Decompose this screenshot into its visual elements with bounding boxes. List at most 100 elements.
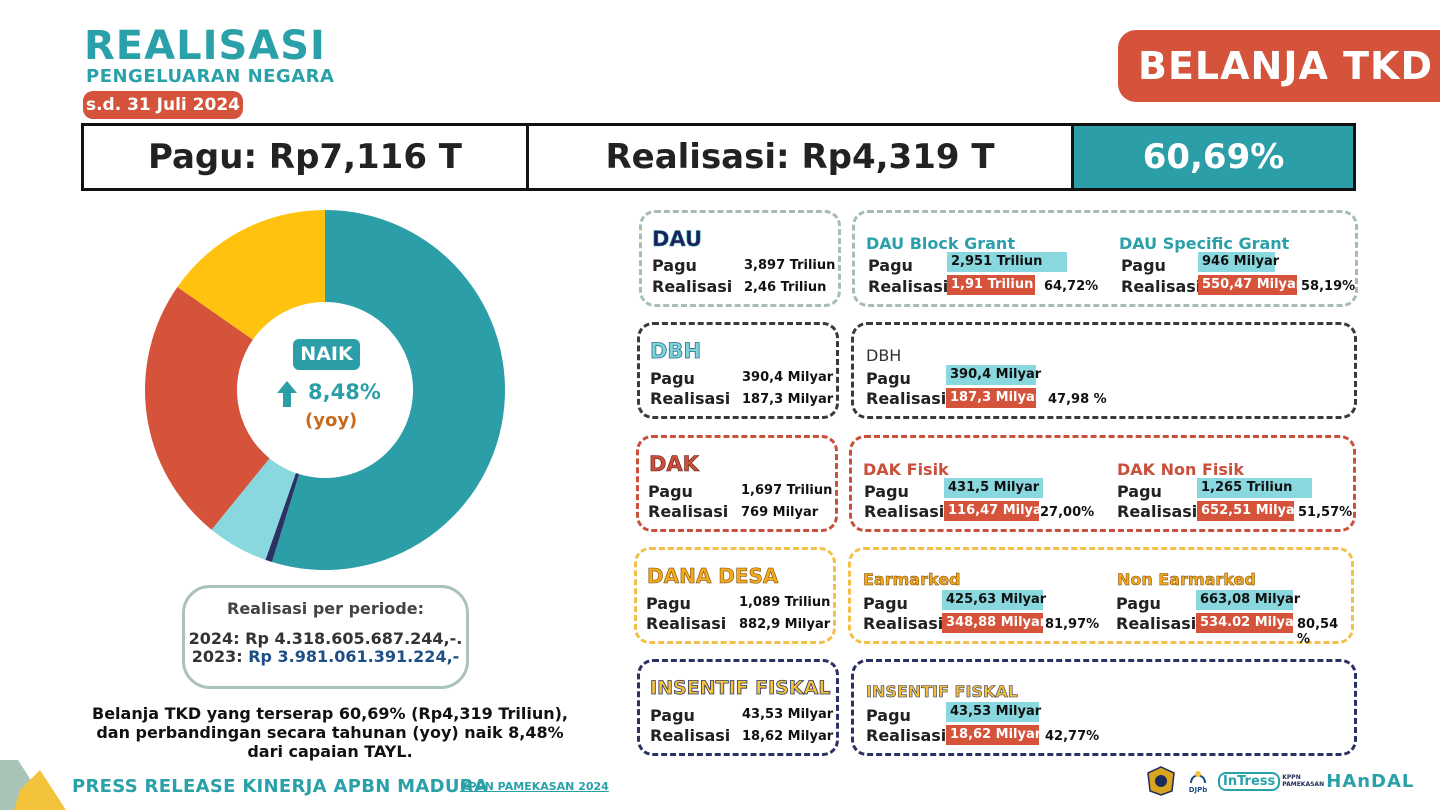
dak-sub1-title: DAK Fisik — [863, 460, 949, 479]
periode-2024: 2024: Rp 4.318.605.687.244,-. — [185, 630, 466, 648]
periode-2023-value: Rp 3.981.061.391.224,- — [248, 647, 460, 666]
section-badge: BELANJA TKD — [1118, 30, 1440, 102]
donut-center-value: 8,48% — [308, 380, 381, 404]
summary-pagu: Pagu: Rp7,116 T — [84, 126, 529, 188]
dbh-sub1-pagu-bar: 390,4 Milyar — [946, 365, 1041, 385]
kppn-logo-text: KPPN PAMEKASAN — [1282, 774, 1325, 788]
donut-center-label: NAIK — [293, 339, 360, 370]
dau-detail-box: DAU Block Grant Pagu 2,951 Triliun Reali… — [852, 210, 1358, 307]
dbh-detail-box: DBH Pagu 390,4 Milyar Realisasi 187,3 Mi… — [851, 322, 1357, 419]
dau-realisasi-value: 2,46 Triliun — [744, 280, 827, 295]
dak-sub1-pagu-label: Pagu — [864, 482, 909, 501]
footer-decoration — [0, 760, 66, 810]
dau-box: DAU Pagu 3,897 Triliun Realisasi 2,46 Tr… — [639, 210, 841, 307]
summary-percent: 60,69% — [1074, 126, 1353, 188]
dana-desa-sub1-pagu-label: Pagu — [863, 594, 908, 613]
insentif-sub1-realisasi-bar: 18,62 Milyar — [946, 725, 1041, 745]
dana-desa-realisasi-label: Realisasi — [646, 614, 727, 633]
summary-realisasi: Realisasi: Rp4,319 T — [529, 126, 1074, 188]
dana-desa-box: DANA DESA Pagu 1,089 Triliun Realisasi 8… — [634, 547, 836, 644]
dak-sub2-percent: 51,57% — [1298, 505, 1353, 520]
donut-slice-dau — [271, 210, 505, 570]
dak-realisasi-label: Realisasi — [648, 502, 729, 521]
dak-pagu-value: 1,697 Triliun — [741, 483, 833, 498]
dau-sub2-percent: 58,19% — [1301, 279, 1356, 294]
dau-sub1-pagu-bar: 2,951 Triliun — [947, 252, 1067, 272]
dbh-sub1-percent: 47,98 % — [1048, 392, 1107, 407]
dbh-pagu-label: Pagu — [650, 369, 695, 388]
donut-slice-dana-desa — [177, 210, 325, 340]
dbh-sub1-pagu-label: Pagu — [866, 369, 911, 388]
dbh-pagu-value: 390,4 Milyar — [742, 370, 834, 385]
date-badge: s.d. 31 Juli 2024 — [83, 91, 243, 119]
dau-realisasi-label: Realisasi — [652, 277, 733, 296]
dana-desa-sub1-pagu-bar: 425,63 Milyar — [942, 590, 1046, 610]
periode-2023-label: 2023: — [191, 647, 249, 666]
arrow-up-icon — [277, 381, 297, 407]
donut-chart — [145, 210, 505, 570]
dak-sub1-realisasi-label: Realisasi — [864, 502, 945, 521]
dbh-sub1-title: DBH — [866, 346, 902, 365]
dak-realisasi-value: 769 Milyar — [741, 505, 819, 520]
insentif-sub1-percent: 42,77% — [1045, 729, 1100, 744]
footer-kppn: KPPN PAMEKASAN 2024 — [460, 780, 609, 793]
djpb-logo-icon — [1190, 771, 1206, 784]
dbh-realisasi-value: 187,3 Milyar — [742, 392, 834, 407]
intress-logo-text: InTress — [1218, 771, 1281, 791]
dana-desa-sub2-percent: 80,54 % — [1297, 617, 1339, 647]
footer-title: PRESS RELEASE KINERJA APBN MADURA — [72, 776, 489, 797]
dau-sub2-realisasi-label: Realisasi — [1121, 277, 1202, 296]
dak-name: DAK — [649, 452, 700, 477]
insentif-sub1-realisasi-label: Realisasi — [866, 726, 947, 745]
dak-sub2-title: DAK Non Fisik — [1117, 460, 1245, 479]
periode-2024-value: 4.318.605.687.244,-. — [274, 629, 463, 648]
dana-desa-sub2-realisasi-bar: 534.02 Milyar — [1196, 613, 1300, 633]
insentif-pagu-value: 43,53 Milyar — [742, 707, 834, 722]
dbh-name: DBH — [650, 339, 702, 364]
insentif-realisasi-label: Realisasi — [650, 726, 731, 745]
insentif-sub1-title: INSENTIF FISKAL — [866, 682, 1019, 702]
dana-desa-name: DANA DESA — [647, 564, 779, 589]
dana-desa-pagu-label: Pagu — [646, 594, 691, 613]
dau-sub1-title: DAU Block Grant — [866, 234, 1015, 253]
dana-desa-pagu-value: 1,089 Triliun — [739, 595, 831, 610]
dau-sub1-realisasi-label: Realisasi — [868, 277, 949, 296]
dana-desa-sub1-title: Earmarked — [863, 570, 961, 590]
insentif-name: INSENTIF FISKAL — [650, 677, 831, 700]
periode-title: Realisasi per periode: — [227, 599, 424, 618]
dau-sub2-realisasi-bar: 550,47 Milyar — [1198, 275, 1302, 295]
dak-sub1-pagu-bar: 431,5 Milyar — [944, 478, 1043, 498]
insentif-realisasi-value: 18,62 Milyar — [742, 729, 834, 744]
dbh-box: DBH Pagu 390,4 Milyar Realisasi 187,3 Mi… — [637, 322, 839, 419]
summary-note: Belanja TKD yang terserap 60,69% (Rp4,31… — [92, 704, 568, 761]
dau-sub1-pagu-label: Pagu — [868, 256, 913, 275]
dau-name: DAU — [652, 227, 703, 252]
dau-pagu-value: 3,897 Triliun — [744, 258, 836, 273]
dana-desa-detail-box: Earmarked Pagu 425,63 Milyar Realisasi 3… — [848, 547, 1354, 647]
dak-box: DAK Pagu 1,697 Triliun Realisasi 769 Mil… — [636, 435, 838, 532]
dau-sub1-percent: 64,72% — [1044, 279, 1099, 294]
dak-sub2-realisasi-bar: 652,51 Milyar — [1197, 501, 1301, 521]
kemenkeu-logo-icon — [1147, 766, 1175, 796]
dak-pagu-label: Pagu — [648, 482, 693, 501]
dana-desa-sub2-realisasi-label: Realisasi — [1116, 614, 1197, 633]
page-subtitle: PENGELUARAN NEGARA — [86, 66, 335, 87]
dau-sub1-realisasi-bar: 1,91 Triliun — [947, 275, 1035, 295]
insentif-pagu-label: Pagu — [650, 706, 695, 725]
dau-pagu-label: Pagu — [652, 256, 697, 275]
dana-desa-sub2-title: Non Earmarked — [1117, 570, 1256, 590]
periode-2024-label: 2024: Rp — [188, 629, 275, 648]
dau-sub2-title: DAU Specific Grant — [1119, 234, 1290, 253]
dak-sub2-pagu-label: Pagu — [1117, 482, 1162, 501]
donut-slice-dak — [145, 286, 270, 530]
dak-sub2-realisasi-label: Realisasi — [1117, 502, 1198, 521]
insentif-box: INSENTIF FISKAL Pagu 43,53 Milyar Realis… — [637, 659, 839, 756]
periode-box: Realisasi per periode: 2024: Rp 4.318.60… — [182, 585, 469, 689]
dbh-realisasi-label: Realisasi — [650, 389, 731, 408]
donut-center-note: (yoy) — [305, 410, 358, 431]
insentif-detail-box: INSENTIF FISKAL Pagu 43,53 Milyar Realis… — [851, 659, 1357, 756]
dana-desa-realisasi-value: 882,9 Milyar — [739, 617, 831, 632]
donut-slice-dbh — [211, 458, 296, 560]
periode-2023: 2023: Rp 3.981.061.391.224,- — [185, 648, 466, 666]
footer-logos: DJPb InTress KPPN PAMEKASAN HAnDAL — [1144, 763, 1424, 799]
